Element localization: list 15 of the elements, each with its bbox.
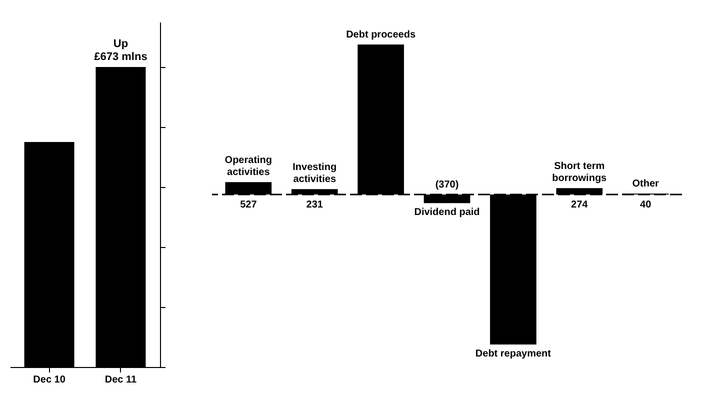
x-tick-label: Dec 10 xyxy=(33,374,66,386)
x-tick-label: Other xyxy=(632,178,660,190)
x-tick-label: Dividend paid xyxy=(414,207,480,218)
x-tick-label: Dec 11 xyxy=(104,374,137,386)
x-tick-label: Debt proceeds xyxy=(346,30,416,40)
x-tick-label: Short term borrowings xyxy=(552,161,608,184)
data-label: 231 xyxy=(306,200,324,210)
data-label: 40 xyxy=(640,200,652,210)
x-tick-label: Investing activities xyxy=(292,162,337,186)
data-label: (370) xyxy=(435,180,459,190)
x-tick-label: Debt repayment xyxy=(475,348,552,360)
x-tick-label: Operating activities xyxy=(224,155,272,178)
data-label: 527 xyxy=(240,200,258,210)
data-label: 274 xyxy=(571,200,588,210)
annotation: Up £673 mlns xyxy=(94,38,148,63)
